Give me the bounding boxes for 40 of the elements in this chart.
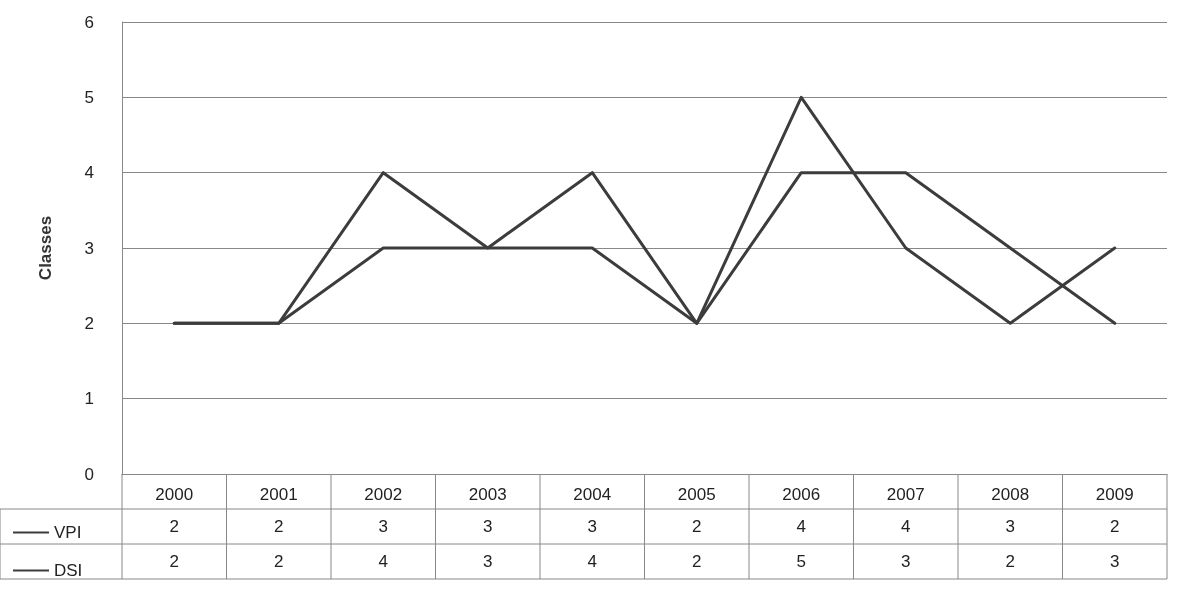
data-label: 3 xyxy=(901,552,911,571)
y-tick-label: 1 xyxy=(84,389,94,409)
x-tick-label: 2001 xyxy=(259,485,298,504)
data-label: 3 xyxy=(1005,517,1015,536)
legend-label: VPI xyxy=(54,523,82,542)
x-tick-label: 2008 xyxy=(991,485,1030,504)
y-tick-label: 3 xyxy=(84,238,94,258)
x-tick-label: 2006 xyxy=(782,485,821,504)
y-tick-label: 2 xyxy=(84,313,94,333)
y-tick-label: 6 xyxy=(84,12,94,32)
data-label: 3 xyxy=(483,517,493,536)
data-label: 4 xyxy=(796,517,806,536)
legend-label: DSI xyxy=(54,561,83,580)
x-tick-label: 2009 xyxy=(1095,485,1134,504)
data-label: 4 xyxy=(378,552,388,571)
data-label: 2 xyxy=(274,517,284,536)
data-label: 2 xyxy=(692,517,702,536)
x-tick-label: 2007 xyxy=(886,485,925,504)
data-label: 2 xyxy=(692,552,702,571)
data-label: 4 xyxy=(587,552,597,571)
data-label: 3 xyxy=(1110,552,1120,571)
y-axis-title: Classes xyxy=(36,215,55,281)
data-label: 2 xyxy=(1110,517,1120,536)
x-tick-label: 2000 xyxy=(155,485,194,504)
data-label: 5 xyxy=(796,552,806,571)
x-tick-label: 2003 xyxy=(468,485,507,504)
y-tick-label: 0 xyxy=(84,464,94,484)
data-label: 3 xyxy=(378,517,388,536)
data-label: 2 xyxy=(274,552,284,571)
y-tick-label: 5 xyxy=(84,87,94,107)
data-label: 3 xyxy=(587,517,597,536)
data-label: 2 xyxy=(169,552,179,571)
data-label: 3 xyxy=(483,552,493,571)
x-tick-label: 2004 xyxy=(573,485,612,504)
x-tick-label: 2002 xyxy=(364,485,403,504)
data-label: 2 xyxy=(169,517,179,536)
data-label: 4 xyxy=(901,517,911,536)
y-tick-label: 4 xyxy=(84,163,94,183)
data-label: 2 xyxy=(1005,552,1015,571)
x-tick-label: 2005 xyxy=(677,485,716,504)
